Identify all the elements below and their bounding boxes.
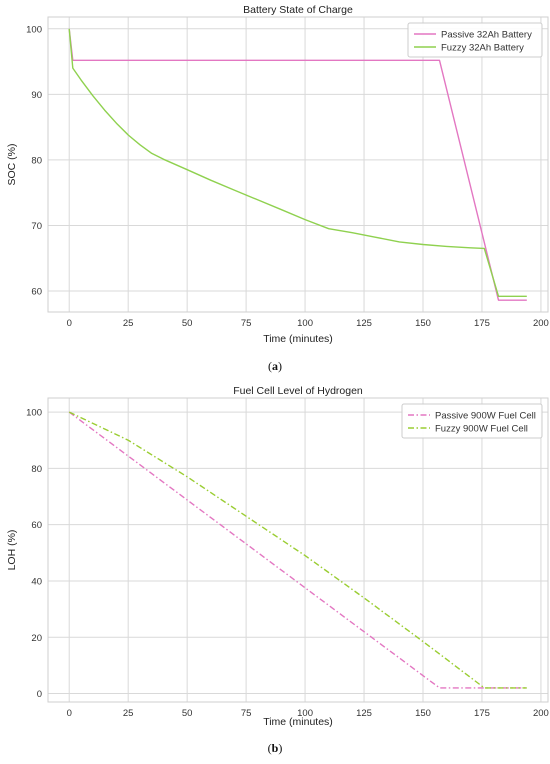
x-tick-label: 25 (123, 708, 134, 719)
y-tick-labels: 0 20 40 60 80 100 (26, 408, 42, 700)
plot-frame (47, 397, 549, 703)
legend-label: Fuzzy 900W Fuel Cell (435, 424, 528, 435)
grid (48, 17, 548, 312)
y-tick-label: 60 (31, 520, 42, 531)
x-tick-labels: 0 25 50 75 100 125 150 175 200 (67, 708, 549, 719)
legend-label: Passive 32Ah Battery (441, 30, 532, 41)
y-tick-label: 80 (31, 464, 42, 475)
x-tick-label: 0 (67, 708, 72, 719)
x-tick-label: 200 (533, 318, 549, 329)
y-tick-label: 90 (31, 90, 42, 101)
caption-label: a (272, 359, 278, 373)
battery-soc-chart: Battery State of Charge 0 25 50 75 100 125 150… (6, 4, 549, 373)
series-line-1 (68, 28, 527, 301)
legend-label: Passive 900W Fuel Cell (435, 411, 536, 422)
series-line-2 (68, 411, 527, 689)
y-tick-label: 40 (31, 576, 42, 587)
series-lines (68, 411, 527, 689)
y-axis-label: LOH (%) (6, 530, 18, 571)
x-tick-label: 50 (182, 318, 193, 329)
x-axis-label: Time (minutes) (263, 716, 333, 728)
x-tick-label: 75 (241, 318, 252, 329)
x-axis-label: Time (minutes) (263, 333, 333, 345)
x-tick-label: 150 (415, 318, 431, 329)
y-tick-label: 70 (31, 221, 42, 232)
legend-box (407, 22, 543, 58)
y-tick-label: 60 (31, 287, 42, 298)
y-tick-label: 0 (37, 689, 42, 700)
x-tick-label: 100 (297, 708, 313, 719)
fuel-cell-loh-chart: Fuel Cell Level of Hydrogen 0 25 50 75 100 12… (6, 385, 549, 755)
x-tick-label: 25 (123, 318, 134, 329)
y-tick-label: 100 (26, 24, 42, 35)
x-tick-label: 175 (474, 318, 490, 329)
y-tick-labels: 60 70 80 90 100 (26, 24, 42, 297)
x-tick-labels: 0 25 50 75 100 125 150 175 200 (67, 318, 549, 329)
y-tick-label: 80 (31, 155, 42, 166)
x-tick-label: 175 (474, 708, 490, 719)
plot-frame (47, 16, 549, 313)
series-line-1 (68, 411, 527, 689)
x-tick-label: 125 (356, 318, 372, 329)
x-tick-label: 100 (297, 318, 313, 329)
figure-caption-b: (b) (268, 741, 283, 755)
x-tick-label: 200 (533, 708, 549, 719)
series-line-2 (68, 28, 527, 297)
x-tick-label: 150 (415, 708, 431, 719)
chart-title: Battery State of Charge (243, 4, 353, 16)
x-tick-label: 75 (241, 708, 252, 719)
y-tick-label: 20 (31, 633, 42, 644)
caption-label: b (272, 741, 279, 755)
x-tick-label: 125 (356, 708, 372, 719)
figure-caption-a: (a) (268, 359, 282, 373)
series-lines (68, 28, 527, 301)
legend: Passive 32Ah Battery Fuzzy 32Ah Battery (407, 22, 543, 58)
x-tick-label: 0 (67, 318, 72, 329)
x-tick-label: 50 (182, 708, 193, 719)
grid (48, 398, 548, 702)
chart-title: Fuel Cell Level of Hydrogen (233, 385, 363, 397)
legend-label: Fuzzy 32Ah Battery (441, 43, 524, 54)
y-axis-label: SOC (%) (6, 144, 18, 186)
legend-box (401, 403, 543, 439)
legend: Passive 900W Fuel Cell Fuzzy 900W Fuel Ce… (401, 403, 543, 439)
y-tick-label: 100 (26, 408, 42, 419)
